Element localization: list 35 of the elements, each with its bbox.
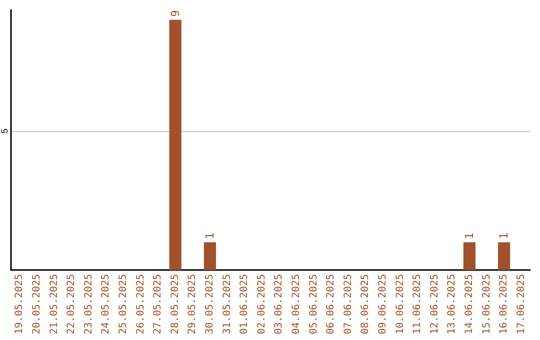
data-label: 9 — [168, 10, 182, 17]
x-tick-label: 05.06.2025 — [308, 274, 320, 334]
x-tick-label: 17.06.2025 — [516, 274, 527, 334]
x-tick-label: 09.06.2025 — [377, 274, 388, 334]
x-tick-label: 23.05.2025 — [83, 274, 94, 334]
data-label: 1 — [462, 232, 476, 240]
x-tick-label: 30.05.2025 — [204, 274, 216, 334]
x-tick-label: 24.05.2025 — [100, 274, 112, 334]
x-tick-label: 19.05.2025 — [14, 274, 26, 334]
x-tick-label: 08.06.2025 — [360, 274, 372, 334]
x-tick-label: 13.06.2025 — [446, 274, 458, 334]
data-label: 1 — [498, 232, 511, 240]
x-tick-label: 10.06.2025 — [394, 274, 406, 334]
data-label: 1 — [203, 232, 216, 240]
x-tick-label: 21.05.2025 — [48, 274, 60, 334]
x-tick-label: 07.06.2025 — [342, 274, 354, 334]
x-tick-label: 22.05.2025 — [66, 274, 78, 334]
x-tick-label: 27.05.2025 — [152, 274, 164, 334]
x-tick-label: 29.05.2025 — [187, 274, 198, 334]
x-tick-label: 20.05.2025 — [31, 274, 42, 334]
x-tick-label: 16.06.2025 — [498, 274, 510, 334]
x-tick-label: 06.06.2025 — [326, 274, 337, 334]
x-tick-label: 14.06.2025 — [464, 274, 475, 334]
x-tick-label: 03.06.2025 — [274, 274, 285, 334]
x-tick-label: 12.06.2025 — [429, 274, 440, 334]
x-tick-label: 26.05.2025 — [135, 274, 146, 334]
x-tick-label: 04.06.2025 — [290, 274, 302, 334]
x-tick-label: 25.05.2025 — [118, 274, 129, 334]
y-tick-label: 5 — [0, 128, 10, 134]
x-tick-label: 31.05.2025 — [222, 274, 233, 334]
x-tick-label: 11.06.2025 — [412, 274, 424, 334]
x-tick-label: 28.05.2025 — [170, 274, 181, 334]
x-tick-label: 15.06.2025 — [481, 274, 492, 334]
x-tick-label: 01.06.2025 — [239, 274, 250, 334]
x-tick-label: 02.06.2025 — [256, 274, 268, 334]
